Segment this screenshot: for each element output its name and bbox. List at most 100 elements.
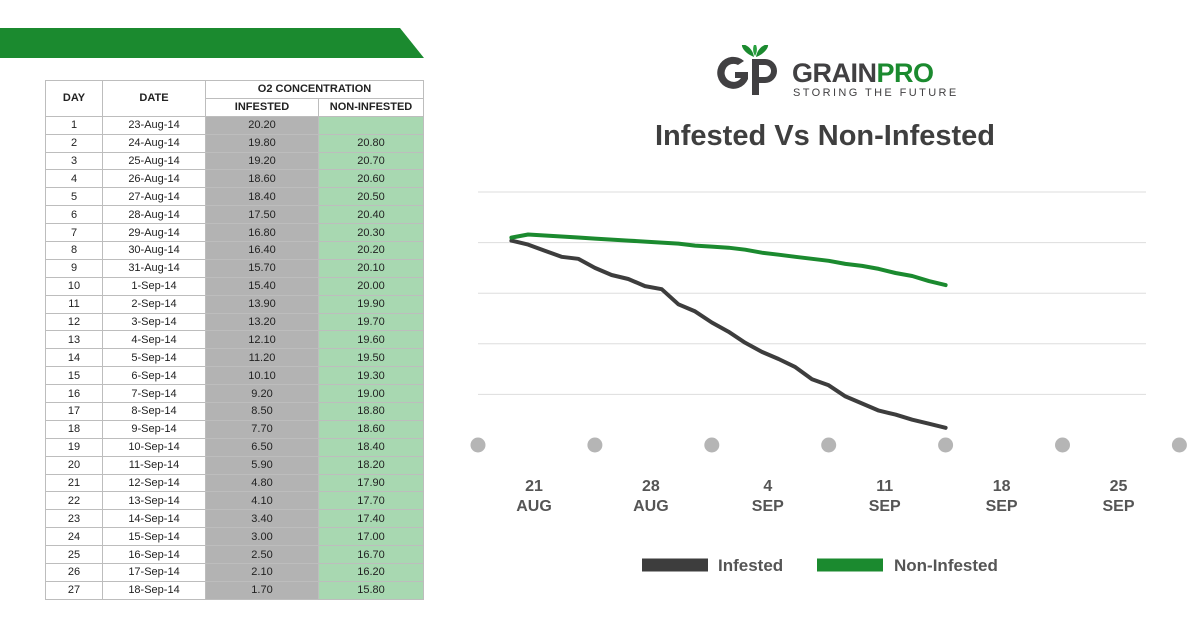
x-tick-label-day: 21 (525, 478, 543, 495)
day-cell: 4 (45, 169, 103, 189)
date-cell: 6-Sep-14 (102, 366, 206, 386)
table-row: 26 17-Sep-14 2.10 16.20 (45, 563, 424, 582)
infested-cell: 3.00 (205, 527, 319, 547)
infested-cell: 8.50 (205, 402, 319, 421)
table-row: 23 14-Sep-14 3.40 17.40 (45, 509, 424, 529)
non-infested-cell: 19.00 (318, 384, 424, 404)
day-cell: 9 (45, 258, 103, 278)
day-cell: 18 (45, 419, 103, 439)
date-cell: 27-Aug-14 (102, 187, 206, 207)
infested-cell: 20.20 (205, 115, 319, 135)
date-cell: 2-Sep-14 (102, 294, 206, 314)
non-infested-cell: 15.80 (318, 580, 424, 600)
infested-cell: 17.50 (205, 205, 319, 225)
x-tick-label-month: AUG (633, 498, 669, 515)
infested-cell: 2.50 (205, 545, 319, 565)
day-cell: 24 (45, 527, 103, 547)
table-row: 24 15-Sep-14 3.00 17.00 (45, 527, 424, 547)
non-infested-cell: 20.40 (318, 205, 424, 225)
x-tick-label-day: 4 (763, 478, 772, 495)
table-row: 5 27-Aug-14 18.40 20.50 (45, 187, 424, 207)
table-row: 19 10-Sep-14 6.50 18.40 (45, 437, 424, 457)
day-cell: 16 (45, 384, 103, 404)
infested-cell: 13.20 (205, 312, 319, 332)
table-row: 1 23-Aug-14 20.20 (45, 115, 424, 135)
non-infested-cell: 18.20 (318, 455, 424, 475)
infested-cell: 2.10 (205, 563, 319, 582)
date-cell: 1-Sep-14 (102, 276, 206, 296)
top-accent-bar (0, 28, 424, 58)
date-cell: 5-Sep-14 (102, 348, 206, 368)
brand-name-grain: GRAIN (792, 58, 877, 88)
day-cell: 22 (45, 491, 103, 511)
day-cell: 7 (45, 223, 103, 243)
date-cell: 17-Sep-14 (102, 563, 206, 582)
date-cell: 31-Aug-14 (102, 258, 206, 278)
table-body: 1 23-Aug-14 20.20 2 24-Aug-14 19.80 20.80 3 25-A… (45, 115, 424, 600)
infested-cell: 12.10 (205, 330, 319, 350)
infested-cell: 9.20 (205, 384, 319, 404)
table-row: 7 29-Aug-14 16.80 20.30 (45, 223, 424, 243)
date-cell: 13-Sep-14 (102, 491, 206, 511)
brand-tagline: STORING THE FUTURE (793, 87, 959, 99)
day-cell: 11 (45, 294, 103, 314)
x-tick-label-month: SEP (752, 498, 784, 515)
table-row: 9 31-Aug-14 15.70 20.10 (45, 258, 424, 278)
non-infested-cell: 18.60 (318, 419, 424, 439)
day-cell: 3 (45, 151, 103, 171)
day-cell: 2 (45, 133, 103, 153)
infested-cell: 15.70 (205, 258, 319, 278)
day-cell: 17 (45, 402, 103, 421)
non-infested-cell: 20.80 (318, 133, 424, 153)
table-row: 12 3-Sep-14 13.20 19.70 (45, 312, 424, 332)
infested-cell: 10.10 (205, 366, 319, 386)
table-row: 22 13-Sep-14 4.10 17.70 (45, 491, 424, 511)
day-cell: 23 (45, 509, 103, 529)
non-infested-cell (318, 115, 424, 135)
table-row: 6 28-Aug-14 17.50 20.40 (45, 205, 424, 225)
table-row: 25 16-Sep-14 2.50 16.70 (45, 545, 424, 565)
non-infested-cell: 20.30 (318, 223, 424, 243)
infested-cell: 15.40 (205, 276, 319, 296)
table-row: 27 18-Sep-14 1.70 15.80 (45, 580, 424, 600)
day-cell: 8 (45, 241, 103, 260)
brand-name: GRAINPRO (792, 58, 934, 88)
infested-cell: 3.40 (205, 509, 319, 529)
date-header: DATE (102, 80, 206, 117)
date-cell: 4-Sep-14 (102, 330, 206, 350)
table-row: 18 9-Sep-14 7.70 18.60 (45, 419, 424, 439)
x-axis-dot (938, 437, 954, 453)
x-tick-label-day: 11 (876, 478, 893, 495)
day-cell: 14 (45, 348, 103, 368)
x-axis-dot (1171, 437, 1187, 453)
day-cell: 25 (45, 545, 103, 565)
gp-monogram-icon (717, 45, 777, 95)
table-row: 10 1-Sep-14 15.40 20.00 (45, 276, 424, 296)
infested-cell: 16.40 (205, 241, 319, 260)
infested-cell: 7.70 (205, 419, 319, 439)
x-axis-dot (587, 437, 603, 453)
infested-cell: 6.50 (205, 437, 319, 457)
date-cell: 18-Sep-14 (102, 580, 206, 600)
date-cell: 29-Aug-14 (102, 223, 206, 243)
series-line-infested (509, 238, 948, 430)
day-cell: 5 (45, 187, 103, 207)
non-infested-cell: 17.70 (318, 491, 424, 511)
x-tick-label-day: 25 (1110, 478, 1128, 495)
table-row: 20 11-Sep-14 5.90 18.20 (45, 455, 424, 475)
infested-cell: 13.90 (205, 294, 319, 314)
non-infested-cell: 20.10 (318, 258, 424, 278)
date-cell: 16-Sep-14 (102, 545, 206, 565)
infested-cell: 18.40 (205, 187, 319, 207)
brand-name-pro: PRO (876, 58, 935, 88)
day-cell: 10 (45, 276, 103, 296)
x-axis-dot (821, 437, 837, 453)
non-infested-header: NON-INFESTED (318, 97, 424, 117)
table-row: 21 12-Sep-14 4.80 17.90 (45, 473, 424, 493)
table-row: 2 24-Aug-14 19.80 20.80 (45, 133, 424, 153)
series-line-non-infested (509, 232, 948, 288)
x-tick-label-day: 18 (993, 478, 1011, 495)
non-infested-cell: 19.50 (318, 348, 424, 368)
non-infested-cell: 18.40 (318, 437, 424, 457)
non-infested-cell: 19.30 (318, 366, 424, 386)
